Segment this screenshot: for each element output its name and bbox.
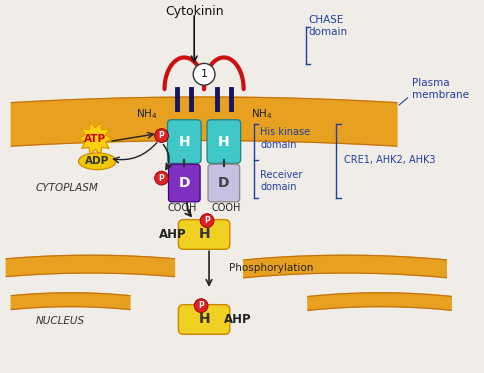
Text: CRE1, AHK2, AHK3: CRE1, AHK2, AHK3	[344, 155, 435, 165]
Polygon shape	[243, 255, 446, 278]
Circle shape	[200, 214, 214, 228]
Text: NUCLEUS: NUCLEUS	[36, 316, 85, 326]
Polygon shape	[6, 255, 174, 277]
Text: D: D	[218, 176, 229, 190]
Text: 1: 1	[200, 69, 208, 79]
Text: Cytokinin: Cytokinin	[165, 5, 224, 18]
FancyBboxPatch shape	[167, 120, 201, 163]
Text: Receiver
domain: Receiver domain	[260, 170, 303, 192]
Polygon shape	[11, 97, 397, 146]
Text: P: P	[159, 173, 165, 183]
Text: P: P	[198, 301, 204, 310]
Text: COOH: COOH	[211, 203, 241, 213]
Text: His kinase
domain: His kinase domain	[260, 127, 311, 150]
Polygon shape	[308, 293, 451, 310]
Text: H: H	[179, 135, 190, 148]
Text: ADP: ADP	[85, 156, 109, 166]
Text: H: H	[198, 313, 210, 326]
Text: H: H	[218, 135, 230, 148]
Ellipse shape	[78, 153, 116, 170]
Text: ATP: ATP	[84, 134, 106, 144]
Text: AHP: AHP	[224, 313, 252, 326]
FancyBboxPatch shape	[208, 164, 240, 202]
Text: CYTOPLASM: CYTOPLASM	[36, 183, 99, 193]
FancyBboxPatch shape	[179, 220, 230, 249]
Text: D: D	[179, 176, 190, 190]
Circle shape	[155, 129, 168, 142]
Circle shape	[155, 171, 168, 185]
FancyBboxPatch shape	[207, 120, 241, 163]
FancyBboxPatch shape	[168, 164, 200, 202]
Text: P: P	[159, 131, 165, 140]
Text: Plasma
membrane: Plasma membrane	[412, 78, 469, 100]
Polygon shape	[78, 123, 112, 154]
FancyBboxPatch shape	[179, 305, 230, 334]
Text: H: H	[198, 228, 210, 241]
Text: CHASE
domain: CHASE domain	[308, 15, 347, 37]
Text: AHP: AHP	[159, 228, 186, 241]
Polygon shape	[11, 293, 130, 310]
Text: Phosphorylation: Phosphorylation	[229, 263, 313, 273]
Text: P: P	[204, 216, 210, 225]
Circle shape	[193, 63, 215, 85]
Text: NH$_4$: NH$_4$	[251, 107, 272, 121]
Text: COOH: COOH	[167, 203, 197, 213]
Text: NH$_4$: NH$_4$	[136, 107, 157, 121]
Circle shape	[194, 299, 208, 313]
